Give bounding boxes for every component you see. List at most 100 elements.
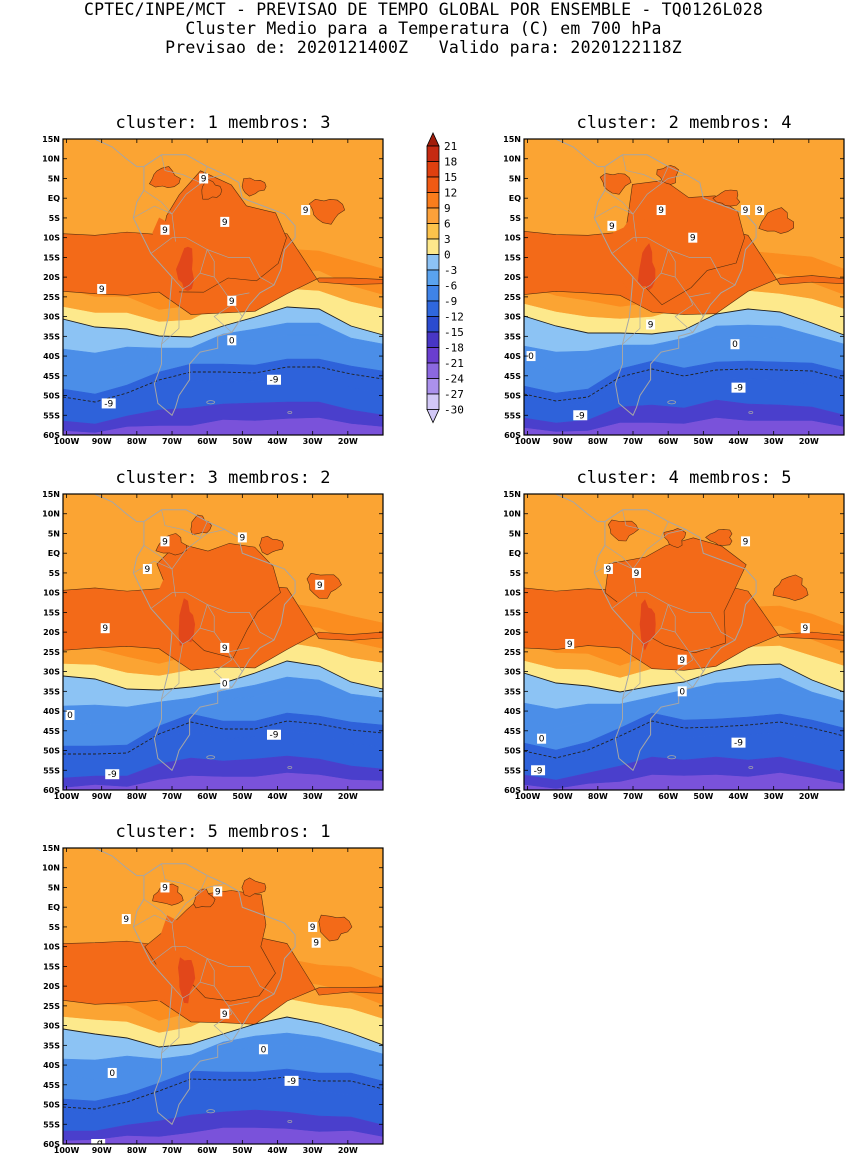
contour-label: 9 bbox=[741, 536, 751, 547]
lat-tick-label: 50S bbox=[43, 1101, 60, 1110]
svg-text:-9: -9 bbox=[269, 731, 278, 741]
contour-label: 0 bbox=[526, 351, 536, 362]
lat-tick-label: 15S bbox=[43, 608, 60, 617]
colorbar-label: -30 bbox=[444, 404, 464, 417]
lat-tick-label: 5N bbox=[509, 174, 521, 183]
lon-tick-label: 70W bbox=[162, 437, 182, 446]
lat-tick-label: 60S bbox=[504, 431, 521, 440]
cluster-title: cluster: 3 membros: 2 bbox=[116, 468, 331, 488]
colorbar-swatch bbox=[426, 176, 440, 193]
lon-tick-label: 100W bbox=[54, 437, 80, 446]
colorbar-svg: 21 18 15 12 9 6 3 0 -3 -6 -9 -12 -15 -18 -21 -24 -27 -30 bbox=[426, 132, 464, 424]
lon-tick-label: 100W bbox=[54, 1146, 80, 1155]
lat-tick-label: EQ bbox=[48, 549, 60, 558]
svg-text:0: 0 bbox=[222, 679, 228, 689]
colorbar-swatch bbox=[426, 316, 440, 333]
lat-tick-label: 35S bbox=[43, 332, 60, 341]
colorbar-label: 9 bbox=[444, 202, 451, 215]
lat-tick-label: 50S bbox=[43, 392, 60, 401]
lat-tick-label: 40S bbox=[43, 707, 60, 716]
lon-tick-label: 90W bbox=[553, 792, 573, 801]
lon-tick-label: 80W bbox=[127, 1146, 147, 1155]
svg-text:0: 0 bbox=[261, 1045, 267, 1055]
lat-tick-label: 5N bbox=[48, 883, 60, 892]
contour-label: 9 bbox=[308, 921, 318, 933]
lon-tick-label: 80W bbox=[127, 437, 147, 446]
lat-tick-label: 35S bbox=[504, 332, 521, 341]
cluster-panel-3: cluster: 3 membros: 2 9 9 9 9 9 9 0 0 -9 -9 15N 10N 5… bbox=[42, 468, 384, 801]
svg-text:-9: -9 bbox=[269, 376, 278, 386]
lat-tick-label: 40S bbox=[43, 352, 60, 361]
svg-text:9: 9 bbox=[222, 644, 228, 654]
colorbar-swatch bbox=[426, 331, 440, 348]
lon-tick-label: 90W bbox=[92, 437, 112, 446]
svg-text:9: 9 bbox=[162, 537, 168, 547]
lon-tick-label: 30W bbox=[303, 1146, 323, 1155]
svg-text:9: 9 bbox=[313, 939, 319, 949]
lat-tick-label: 10S bbox=[504, 589, 521, 598]
cluster-panel-5: cluster: 5 membros: 1 9 9 9 9 9 9 0 0 -9 -9 15N 10N 5… bbox=[42, 822, 384, 1155]
svg-text:9: 9 bbox=[222, 1010, 228, 1020]
contour-label: -9 bbox=[91, 1139, 106, 1144]
svg-text:0: 0 bbox=[732, 340, 738, 350]
lat-tick-label: 5S bbox=[510, 214, 522, 223]
lat-tick-label: 25S bbox=[504, 293, 521, 302]
lon-tick-label: 40W bbox=[268, 437, 288, 446]
colorbar-label: -6 bbox=[444, 280, 457, 293]
lat-tick-label: 50S bbox=[504, 747, 521, 756]
lat-tick-label: 30S bbox=[504, 313, 521, 322]
lon-tick-label: 100W bbox=[54, 792, 80, 801]
svg-text:9: 9 bbox=[145, 565, 151, 575]
lon-tick-label: 30W bbox=[303, 437, 323, 446]
svg-text:-9: -9 bbox=[287, 1077, 296, 1087]
lon-tick-label: 90W bbox=[92, 1146, 112, 1155]
colorbar-swatch bbox=[426, 192, 440, 209]
lat-tick-label: 15S bbox=[43, 962, 60, 971]
header-line-3: Previsao de: 2020121400Z Valido para: 20… bbox=[165, 38, 682, 57]
colorbar-label: 21 bbox=[444, 140, 457, 153]
contour-label: 0 bbox=[227, 335, 237, 346]
contour-label: -9 bbox=[284, 1075, 299, 1087]
colorbar-label: 3 bbox=[444, 233, 451, 246]
lat-tick-label: 45S bbox=[43, 1081, 60, 1090]
header-line-1: CPTEC/INPE/MCT - PREVISAO DE TEMPO GLOBA… bbox=[84, 0, 763, 19]
lat-tick-label: 30S bbox=[504, 668, 521, 677]
contour-label: -9 bbox=[266, 729, 281, 741]
contour-label: -9 bbox=[105, 769, 120, 780]
contour-label: 9 bbox=[755, 205, 765, 216]
colorbar-swatch bbox=[426, 393, 440, 410]
lat-tick-label: 10S bbox=[43, 589, 60, 598]
map-area: 99999900-9-915N10N5NEQ5S10S15S20S25S30S3… bbox=[42, 490, 384, 801]
colorbar-swatch bbox=[426, 269, 440, 286]
lat-tick-label: 25S bbox=[504, 648, 521, 657]
svg-text:-9: -9 bbox=[576, 411, 585, 421]
lat-tick-label: 15N bbox=[503, 135, 521, 144]
cluster-title: cluster: 1 membros: 3 bbox=[116, 113, 331, 133]
lat-tick-label: 45S bbox=[43, 372, 60, 381]
lon-tick-label: 60W bbox=[658, 437, 678, 446]
lat-tick-label: 10N bbox=[503, 510, 521, 519]
lat-tick-label: 20S bbox=[43, 273, 60, 282]
lat-tick-label: 10S bbox=[504, 234, 521, 243]
contour-label: 9 bbox=[220, 1008, 230, 1020]
lat-tick-label: 15N bbox=[42, 490, 60, 499]
contour-label: 9 bbox=[227, 295, 237, 307]
contour-label: 9 bbox=[160, 536, 170, 547]
svg-text:0: 0 bbox=[539, 735, 545, 745]
contour-label: 9 bbox=[656, 205, 666, 216]
lon-tick-label: 80W bbox=[127, 792, 147, 801]
lat-tick-label: 55S bbox=[43, 1120, 60, 1129]
svg-text:9: 9 bbox=[317, 581, 323, 591]
colorbar-swatch bbox=[426, 161, 440, 178]
lon-tick-label: 90W bbox=[553, 437, 573, 446]
contour-label: 9 bbox=[199, 173, 209, 184]
lat-tick-label: 5S bbox=[49, 923, 61, 932]
colorbar-swatch bbox=[426, 347, 440, 364]
lat-tick-label: 25S bbox=[43, 1002, 60, 1011]
lat-tick-label: 5N bbox=[509, 529, 521, 538]
lat-tick-label: 55S bbox=[43, 411, 60, 420]
